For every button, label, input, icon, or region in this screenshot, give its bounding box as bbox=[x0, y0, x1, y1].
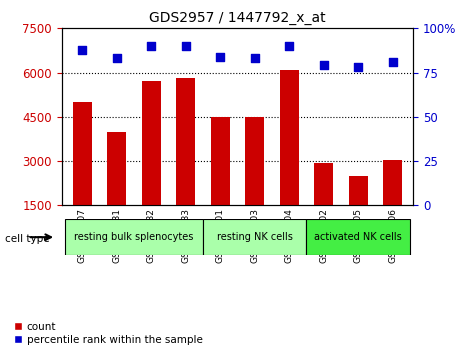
Point bbox=[217, 54, 224, 59]
Point bbox=[251, 56, 258, 61]
Point bbox=[148, 43, 155, 49]
Bar bbox=[280, 70, 299, 250]
Point bbox=[285, 43, 293, 49]
Bar bbox=[306, 219, 410, 255]
Bar bbox=[176, 79, 195, 250]
Bar bbox=[245, 117, 264, 250]
Text: resting bulk splenocytes: resting bulk splenocytes bbox=[75, 232, 194, 242]
Point bbox=[79, 47, 86, 52]
Bar bbox=[142, 81, 161, 250]
Bar bbox=[383, 160, 402, 250]
Bar bbox=[314, 162, 333, 250]
Bar bbox=[211, 117, 230, 250]
Bar bbox=[349, 176, 368, 250]
Legend: count, percentile rank within the sample: count, percentile rank within the sample bbox=[10, 317, 207, 349]
Point bbox=[182, 43, 190, 49]
Point bbox=[113, 56, 121, 61]
Point bbox=[354, 64, 362, 70]
Text: activated NK cells: activated NK cells bbox=[314, 232, 402, 242]
Bar bbox=[73, 102, 92, 250]
Bar bbox=[107, 132, 126, 250]
Point bbox=[389, 59, 396, 65]
Text: resting NK cells: resting NK cells bbox=[217, 232, 293, 242]
Bar bbox=[65, 219, 203, 255]
Title: GDS2957 / 1447792_x_at: GDS2957 / 1447792_x_at bbox=[149, 11, 326, 24]
Bar bbox=[203, 219, 306, 255]
Text: cell type: cell type bbox=[5, 234, 49, 244]
Point bbox=[320, 63, 327, 68]
